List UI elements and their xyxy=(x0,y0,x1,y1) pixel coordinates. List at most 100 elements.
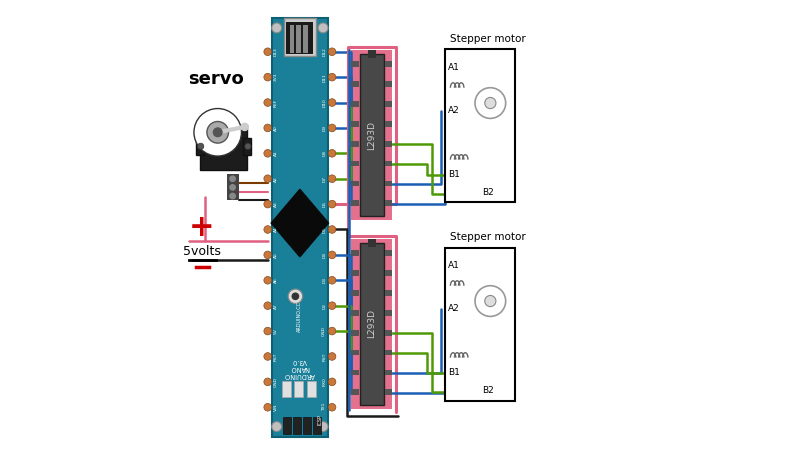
Circle shape xyxy=(328,124,336,132)
Circle shape xyxy=(264,276,271,284)
Circle shape xyxy=(264,225,271,233)
Bar xyxy=(351,310,358,315)
Circle shape xyxy=(264,251,271,259)
Circle shape xyxy=(194,108,242,156)
Bar xyxy=(351,290,358,296)
Bar xyxy=(351,270,358,276)
Bar xyxy=(385,350,392,356)
Bar xyxy=(303,417,311,434)
Circle shape xyxy=(475,286,506,316)
Text: A0: A0 xyxy=(274,125,278,131)
Text: ARDUINO.CC: ARDUINO.CC xyxy=(298,301,302,332)
Bar xyxy=(314,417,322,434)
Text: D3: D3 xyxy=(322,277,326,284)
Bar xyxy=(306,381,316,397)
Bar xyxy=(385,270,392,276)
Circle shape xyxy=(328,225,336,233)
Circle shape xyxy=(328,175,336,183)
Bar xyxy=(368,239,375,247)
Text: D5: D5 xyxy=(322,226,326,233)
Circle shape xyxy=(264,200,271,208)
Bar xyxy=(296,25,301,53)
Bar xyxy=(351,81,358,87)
Circle shape xyxy=(475,88,506,118)
Bar xyxy=(200,125,247,170)
Text: Stepper motor: Stepper motor xyxy=(450,232,526,242)
Bar xyxy=(385,250,392,256)
Bar xyxy=(351,180,358,186)
Bar xyxy=(351,61,358,67)
Circle shape xyxy=(292,293,298,299)
Bar xyxy=(351,141,358,147)
Text: REF: REF xyxy=(274,99,278,107)
Bar xyxy=(385,81,392,87)
Text: 3V3: 3V3 xyxy=(274,73,278,81)
Circle shape xyxy=(264,403,271,411)
Bar xyxy=(385,180,392,186)
Circle shape xyxy=(241,123,248,130)
Bar xyxy=(368,50,375,58)
Text: D12: D12 xyxy=(322,47,326,56)
Circle shape xyxy=(264,302,271,310)
Bar xyxy=(385,310,392,315)
Text: D2: D2 xyxy=(322,303,326,309)
Circle shape xyxy=(328,302,336,310)
Bar xyxy=(351,330,358,336)
Text: RST: RST xyxy=(274,352,278,360)
Circle shape xyxy=(328,149,336,157)
Circle shape xyxy=(230,194,235,199)
Circle shape xyxy=(328,73,336,81)
Circle shape xyxy=(272,422,282,432)
Text: 5volts: 5volts xyxy=(183,245,221,257)
Text: B2: B2 xyxy=(482,386,494,395)
Text: GND: GND xyxy=(322,326,326,336)
Circle shape xyxy=(328,251,336,259)
Text: A1: A1 xyxy=(274,150,278,156)
Circle shape xyxy=(318,23,328,33)
Bar xyxy=(351,250,358,256)
Bar xyxy=(385,161,392,166)
Bar xyxy=(359,54,384,216)
Text: TX1: TX1 xyxy=(322,403,326,411)
Bar xyxy=(196,138,204,155)
Circle shape xyxy=(198,143,204,149)
Bar xyxy=(385,389,392,395)
Circle shape xyxy=(264,124,271,132)
Circle shape xyxy=(264,327,271,335)
Circle shape xyxy=(328,327,336,335)
Text: B1: B1 xyxy=(448,369,459,378)
Bar xyxy=(286,22,314,54)
Text: VIN: VIN xyxy=(274,404,278,411)
Bar xyxy=(351,121,358,126)
Bar xyxy=(385,141,392,147)
Bar xyxy=(385,101,392,107)
Circle shape xyxy=(207,122,229,143)
Bar xyxy=(303,25,307,53)
Bar xyxy=(290,25,294,53)
Circle shape xyxy=(328,276,336,284)
Text: A5: A5 xyxy=(274,252,278,258)
Text: servo: servo xyxy=(189,70,244,88)
Circle shape xyxy=(328,353,336,360)
Circle shape xyxy=(288,289,302,303)
Text: A1: A1 xyxy=(448,261,459,270)
Bar xyxy=(226,175,239,200)
Bar xyxy=(359,243,384,405)
Circle shape xyxy=(328,48,336,55)
Text: D8: D8 xyxy=(322,150,326,156)
Circle shape xyxy=(214,128,222,137)
Bar xyxy=(351,239,392,409)
Circle shape xyxy=(264,48,271,55)
Circle shape xyxy=(264,99,271,106)
Circle shape xyxy=(264,149,271,157)
Circle shape xyxy=(230,184,235,190)
Bar xyxy=(294,381,303,397)
Bar xyxy=(385,330,392,336)
Bar xyxy=(242,138,250,155)
Text: D7: D7 xyxy=(322,176,326,182)
Bar xyxy=(351,350,358,356)
Bar xyxy=(351,101,358,107)
Circle shape xyxy=(485,296,496,306)
Text: RST: RST xyxy=(322,352,326,360)
Bar xyxy=(284,18,316,56)
